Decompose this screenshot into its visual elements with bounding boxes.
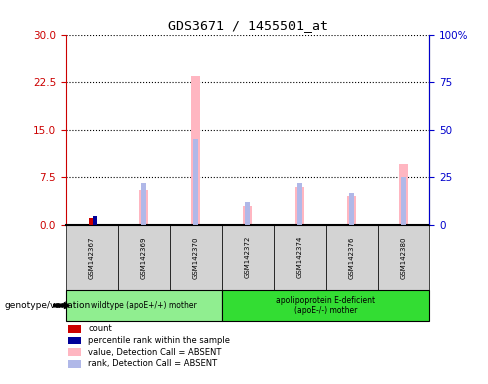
Bar xyxy=(139,190,148,225)
Text: value, Detection Call = ABSENT: value, Detection Call = ABSENT xyxy=(88,348,222,357)
Bar xyxy=(378,225,429,290)
Bar xyxy=(274,225,325,290)
Bar xyxy=(349,193,354,225)
Bar xyxy=(325,225,378,290)
Text: GSM142374: GSM142374 xyxy=(297,236,303,278)
Title: GDS3671 / 1455501_at: GDS3671 / 1455501_at xyxy=(168,19,327,32)
Bar xyxy=(118,225,170,290)
Bar xyxy=(297,184,302,225)
Bar xyxy=(347,196,356,225)
Text: GSM142370: GSM142370 xyxy=(193,236,199,278)
Text: GSM142380: GSM142380 xyxy=(401,236,407,278)
Bar xyxy=(243,206,252,225)
Bar xyxy=(89,218,95,225)
Text: genotype/variation: genotype/variation xyxy=(5,301,91,310)
Bar xyxy=(68,348,81,356)
Bar xyxy=(245,202,250,225)
Bar xyxy=(68,337,81,344)
Text: percentile rank within the sample: percentile rank within the sample xyxy=(88,336,230,345)
Bar xyxy=(399,164,408,225)
Bar xyxy=(141,184,146,225)
Bar xyxy=(401,177,406,225)
Bar xyxy=(66,290,222,321)
Bar xyxy=(222,225,274,290)
Text: GSM142372: GSM142372 xyxy=(244,236,251,278)
Text: GSM142376: GSM142376 xyxy=(348,236,355,278)
Bar xyxy=(191,76,201,225)
Text: GSM142369: GSM142369 xyxy=(141,236,147,278)
Bar xyxy=(193,139,198,225)
Text: GSM142367: GSM142367 xyxy=(89,236,95,278)
Bar xyxy=(222,290,429,321)
Bar xyxy=(66,225,118,290)
Bar xyxy=(170,225,222,290)
Bar xyxy=(93,217,97,225)
Bar xyxy=(68,360,81,367)
Text: count: count xyxy=(88,324,112,333)
Bar xyxy=(68,325,81,333)
Text: wildtype (apoE+/+) mother: wildtype (apoE+/+) mother xyxy=(91,301,197,310)
Bar xyxy=(295,187,305,225)
Text: apolipoprotein E-deficient
(apoE-/-) mother: apolipoprotein E-deficient (apoE-/-) mot… xyxy=(276,296,375,315)
Text: rank, Detection Call = ABSENT: rank, Detection Call = ABSENT xyxy=(88,359,217,368)
